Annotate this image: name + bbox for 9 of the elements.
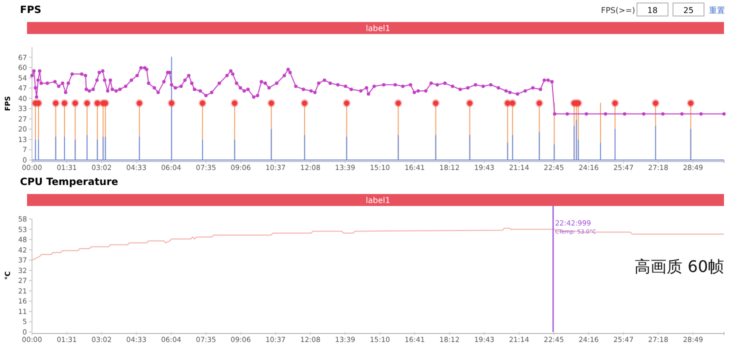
chart-title: CPU Temperature [20,177,118,188]
chart-subtitle: label1 [366,196,390,205]
chart-subtitle: label1 [366,24,390,33]
annotation: 高画质 60帧 [634,257,724,276]
text: FPS(>=) [601,6,636,15]
text: 18 [647,6,658,15]
text: 25 [683,6,694,15]
text: 重置 [709,6,725,15]
chart-title: FPS [20,5,42,16]
